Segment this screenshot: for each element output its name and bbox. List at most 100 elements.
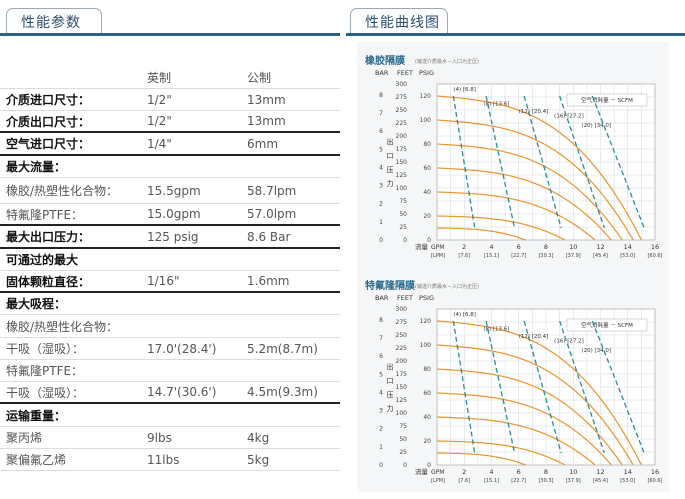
lpm-tick-label: [15.1]: [484, 478, 499, 484]
bar-tick-label: 2: [379, 426, 383, 433]
spec-rows: 介质进口尺寸： 1/2" 13mm 介质出口尺寸： 1/2" 13mm 空气进口尺寸： 1/4…: [0, 89, 340, 471]
feet-tick-label: 0: [403, 462, 407, 469]
y-axis-label-char: 力: [387, 404, 394, 413]
air-legend-box: [566, 318, 648, 332]
gpm-label: GPM: [431, 244, 444, 251]
spec-label: 空气进口尺寸：: [6, 137, 91, 151]
spec-row: 运输重量：: [0, 404, 340, 427]
pressure-curve: [436, 191, 596, 241]
feet-tick-label: 300: [396, 81, 408, 88]
axis-feet-header: FEET: [397, 69, 413, 77]
lpm-tick-label: [60.6]: [647, 253, 662, 259]
feet-tick-label: 200: [396, 133, 408, 140]
air-consumption-curve: [523, 95, 562, 229]
pressure-curve: [436, 392, 612, 466]
spec-metric-value: 4kg: [247, 430, 270, 445]
feet-tick-label: 225: [396, 345, 408, 352]
spec-label: 最大流量：: [6, 160, 67, 174]
spec-table: 英制 公制 介质进口尺寸： 1/2" 13mm 介质出口尺寸： 1/2" 13mm 空气进口…: [0, 67, 340, 471]
gpm-tick-label: 16: [651, 468, 659, 476]
lpm-label: [LPM]: [431, 478, 445, 484]
axis-bar-header: BAR: [375, 294, 389, 302]
lpm-tick-label: [53.0]: [620, 253, 635, 259]
air-consumption-curve: [452, 320, 476, 454]
air-legend-box: [566, 93, 648, 107]
pressure-curve: [436, 344, 634, 466]
psig-tick-label: 80: [423, 141, 431, 148]
gpm-tick-label: 12: [596, 468, 604, 476]
lpm-tick-label: [60.6]: [647, 478, 662, 484]
pressure-curve: [437, 227, 526, 241]
gpm-tick-label: 14: [624, 468, 632, 476]
air-consumption-curve: [558, 320, 605, 454]
air-consumption-label: (16) [27.2]: [554, 339, 584, 345]
feet-tick-label: 125: [396, 397, 408, 404]
bar-tick-label: 5: [379, 146, 383, 153]
spec-imperial-value: 1/16": [147, 274, 180, 288]
lpm-tick-label: [7.6]: [458, 478, 470, 484]
feet-tick-label: 250: [396, 332, 408, 339]
spec-metric-value: 4.5m(9.3m): [247, 385, 318, 399]
spec-metric-value: 13mm: [247, 92, 286, 107]
gpm-tick-label: 14: [624, 243, 632, 251]
spec-label: 聚偏氟乙烯: [6, 453, 67, 467]
feet-tick-label: 175: [396, 146, 408, 153]
psig-tick-label: 40: [423, 414, 431, 421]
chart-subtitle: (输送介质最水－入口为正压): [415, 58, 479, 65]
lpm-tick-label: [30.3]: [538, 478, 553, 484]
spec-label: 特氟隆PTFE：: [6, 364, 84, 378]
tab-performance-curves[interactable]: 性能曲线图: [350, 8, 448, 34]
air-consumption-curve: [485, 320, 516, 454]
y-axis-label-char: 口: [387, 152, 394, 160]
spec-metric-value: 8.6 Bar: [247, 229, 291, 244]
spec-label: 介质出口尺寸：: [6, 114, 91, 129]
pressure-curve: [436, 440, 566, 466]
spec-metric-value: 6mm: [247, 136, 279, 151]
spec-header-imperial: 英制: [147, 71, 172, 85]
psig-tick-label: 0: [427, 237, 431, 244]
spec-imperial-value: 14.7'(30.6'): [147, 385, 217, 399]
gpm-tick-label: 4: [489, 468, 493, 476]
y-axis-label-char: 出: [387, 362, 394, 371]
psig-tick-label: 120: [420, 93, 432, 100]
feet-tick-label: 200: [396, 358, 408, 365]
spec-row: 空气进口尺寸： 1/4" 6mm: [0, 133, 340, 156]
air-consumption-label: (4) [6.8]: [453, 87, 476, 93]
spec-label: 可通过的最大: [6, 253, 79, 267]
spec-label: 最大吸程：: [6, 297, 67, 311]
psig-tick-label: 100: [420, 117, 432, 124]
tab-performance-params[interactable]: 性能参数: [6, 8, 102, 34]
gpm-tick-label: 4: [489, 243, 493, 251]
spec-metric-value: 58.7lpm: [247, 183, 297, 198]
feet-tick-label: 100: [396, 185, 408, 192]
spec-label: 干吸（湿吸）：: [6, 342, 85, 356]
spec-metric-value: 13mm: [247, 114, 286, 128]
gpm-tick-label: 2: [462, 468, 466, 476]
spec-label: 固体颗粒直径：: [6, 274, 91, 289]
psig-tick-label: 80: [423, 366, 431, 373]
air-consumption-label: (12) [20.4]: [519, 334, 549, 340]
section-rule-left: [0, 33, 340, 36]
gpm-tick-label: 6: [517, 468, 521, 476]
psig-tick-label: 60: [423, 390, 431, 397]
bar-tick-label: 0: [379, 237, 383, 244]
spec-metric-value: 1.6mm: [247, 274, 290, 288]
feet-tick-label: 50: [399, 211, 407, 218]
feet-tick-label: 25: [399, 449, 407, 456]
spec-imperial-value: 1/2": [147, 92, 172, 107]
bar-tick-label: 1: [379, 444, 383, 451]
spec-label: 介质进口尺寸：: [6, 93, 91, 107]
bar-tick-label: 2: [379, 201, 383, 208]
pressure-curve: [436, 368, 623, 466]
spec-row: 特氟隆PTFE：: [0, 360, 340, 382]
bar-tick-label: 4: [379, 389, 383, 396]
feet-tick-label: 0: [403, 237, 407, 244]
spec-imperial-value: 17.0'(28.4'): [147, 341, 217, 356]
bar-tick-label: 7: [379, 335, 383, 342]
bar-tick-label: 5: [379, 371, 383, 378]
spec-imperial-value: 1/2": [147, 114, 172, 128]
spec-row: 聚偏氟乙烯 11lbs 5kg: [0, 449, 340, 471]
psig-tick-label: 20: [423, 213, 431, 220]
y-axis-label-char: 压: [387, 166, 394, 174]
spec-row: 可通过的最大: [0, 249, 340, 271]
